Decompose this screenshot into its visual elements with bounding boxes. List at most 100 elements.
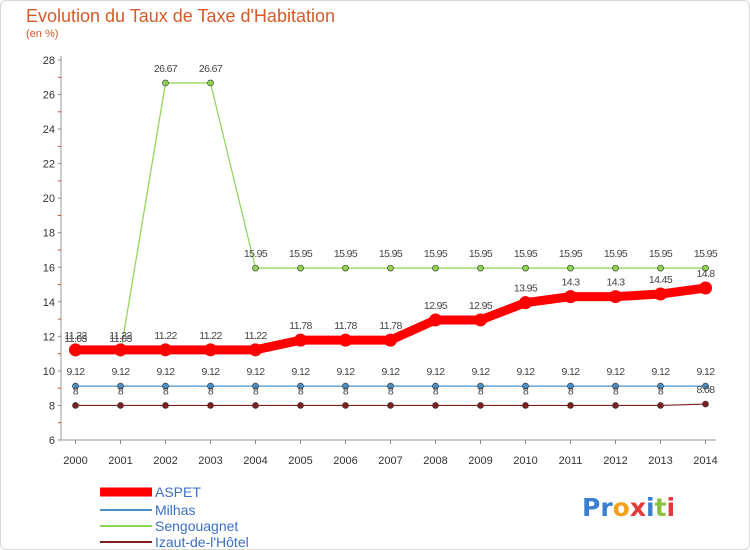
data-label-izaut-de-l-h-tel: 8	[658, 385, 664, 397]
data-label-milhas: 9.12	[516, 366, 535, 378]
proxiti-logo: Proxiti	[582, 493, 675, 522]
point-izaut-de-l-h-tel	[297, 402, 304, 409]
data-label-izaut-de-l-h-tel: 8	[208, 385, 214, 397]
data-label-aspet: 11.22	[154, 330, 177, 342]
data-label-izaut-de-l-h-tel: 8	[478, 385, 484, 397]
data-labels: 11.22 11.22 11.22 11.22 11.22 11.78 11.78 11.78…	[64, 63, 718, 397]
data-label-aspet: 14.45	[649, 274, 673, 286]
point-milhas	[162, 382, 169, 390]
y-tick-label: 6	[49, 435, 55, 447]
point-milhas	[702, 382, 709, 390]
data-label-aspet: 11.22	[64, 330, 87, 342]
y-tick-label: 28	[43, 55, 55, 67]
data-label-milhas: 9.12	[246, 366, 265, 378]
point-aspet	[474, 313, 487, 327]
point-milhas	[297, 382, 304, 390]
series-line-sengouagnet	[75, 82, 706, 354]
data-label-aspet: 14.3	[606, 277, 625, 289]
data-label-milhas: 9.12	[381, 366, 400, 378]
point-milhas	[567, 382, 574, 390]
x-tick-label: 2002	[153, 455, 177, 467]
data-label-izaut-de-l-h-tel: 8	[388, 385, 394, 397]
axes: 6 8 10 12 14 16 18 20 22 24 26 28 2000 2001 2002 2003 20…	[43, 55, 718, 467]
data-label-sengouagnet: 15.95	[379, 248, 403, 260]
x-tick-label: 2009	[468, 455, 492, 467]
x-tick-label: 2003	[198, 455, 222, 467]
point-aspet	[609, 290, 622, 304]
x-tick-label: 2012	[603, 455, 627, 467]
data-label-aspet: 13.95	[514, 283, 538, 295]
point-aspet	[249, 343, 262, 357]
data-label-aspet: 14.3	[561, 277, 580, 289]
x-tick-label: 2013	[648, 455, 672, 467]
data-label-milhas: 9.12	[561, 366, 580, 378]
y-tick-label: 18	[43, 228, 55, 240]
point-izaut-de-l-h-tel	[387, 402, 394, 409]
data-label-milhas: 9.12	[471, 366, 490, 378]
point-aspet	[699, 281, 712, 295]
data-label-milhas: 9.12	[426, 366, 445, 378]
data-label-izaut-de-l-h-tel: 8	[343, 385, 349, 397]
point-sengouagnet	[477, 264, 484, 272]
data-label-sengouagnet: 15.95	[649, 248, 673, 260]
point-izaut-de-l-h-tel	[567, 402, 574, 409]
data-label-aspet: 11.78	[379, 320, 402, 332]
data-label-sengouagnet: 26.67	[199, 63, 223, 75]
data-label-izaut-de-l-h-tel: 8	[253, 385, 259, 397]
data-label-izaut-de-l-h-tel: 8	[298, 385, 304, 397]
point-sengouagnet	[522, 264, 529, 272]
data-label-aspet: 11.22	[109, 330, 132, 342]
point-sengouagnet	[612, 264, 619, 272]
data-label-sengouagnet: 11.03	[109, 333, 132, 345]
data-label-aspet: 14.8	[696, 268, 715, 280]
point-izaut-de-l-h-tel	[342, 402, 349, 409]
point-milhas	[252, 382, 259, 390]
data-label-aspet: 11.78	[334, 320, 357, 332]
data-label-sengouagnet: 26.67	[154, 63, 178, 75]
point-izaut-de-l-h-tel	[657, 402, 664, 409]
point-aspet	[204, 343, 217, 357]
point-milhas	[612, 382, 619, 390]
point-sengouagnet	[702, 264, 709, 272]
data-label-milhas: 9.12	[651, 366, 670, 378]
point-sengouagnet	[432, 264, 439, 272]
data-label-milhas: 9.12	[336, 366, 355, 378]
point-izaut-de-l-h-tel	[162, 402, 169, 409]
data-label-izaut-de-l-h-tel: 8	[118, 385, 124, 397]
point-milhas	[657, 382, 664, 390]
x-tick-label: 2014	[693, 455, 717, 467]
data-label-izaut-de-l-h-tel: 8	[613, 385, 619, 397]
data-label-sengouagnet: 15.95	[244, 248, 268, 260]
data-label-milhas: 9.12	[201, 366, 220, 378]
y-tick-label: 22	[43, 159, 55, 171]
data-label-milhas: 9.12	[291, 366, 310, 378]
data-label-sengouagnet: 15.95	[334, 248, 358, 260]
point-milhas	[207, 382, 214, 390]
point-milhas	[477, 382, 484, 390]
point-izaut-de-l-h-tel	[612, 402, 619, 409]
point-milhas	[117, 382, 124, 390]
point-aspet	[159, 343, 172, 357]
x-tick-label: 2008	[423, 455, 447, 467]
point-izaut-de-l-h-tel	[207, 402, 214, 409]
data-label-sengouagnet: 15.95	[604, 248, 628, 260]
x-tick-label: 2010	[513, 455, 537, 467]
data-label-aspet: 11.22	[199, 330, 222, 342]
point-izaut-de-l-h-tel	[702, 400, 709, 408]
point-izaut-de-l-h-tel	[522, 402, 529, 409]
legend-label-milhas: Milhas	[155, 502, 195, 518]
data-label-aspet: 11.22	[244, 330, 267, 342]
point-izaut-de-l-h-tel	[72, 402, 79, 409]
data-label-milhas: 9.12	[606, 366, 625, 378]
data-label-milhas: 9.12	[66, 366, 85, 378]
series-lines	[69, 79, 712, 409]
data-label-aspet: 12.95	[469, 300, 493, 312]
data-label-milhas: 9.12	[696, 366, 715, 378]
point-sengouagnet	[207, 79, 214, 87]
data-label-izaut-de-l-h-tel: 8	[523, 385, 529, 397]
point-aspet	[294, 333, 307, 347]
point-sengouagnet	[252, 264, 259, 272]
point-sengouagnet	[657, 264, 664, 272]
y-axis-unit-label: (en %)	[26, 28, 59, 40]
